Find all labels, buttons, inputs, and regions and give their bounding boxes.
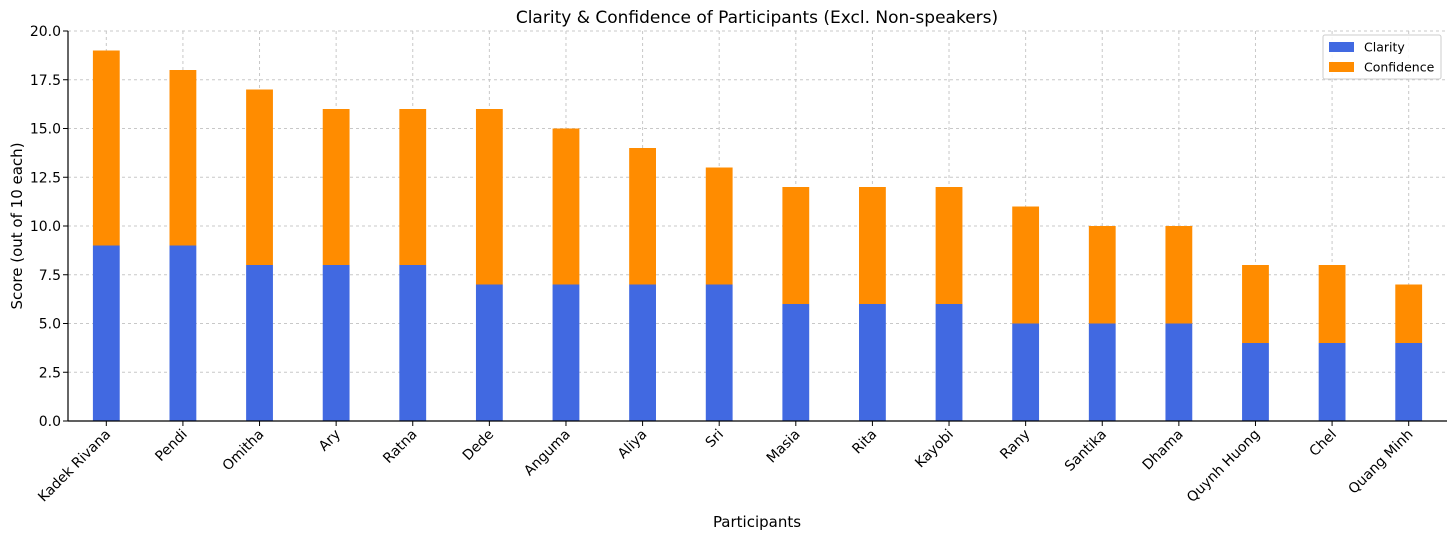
bar-confidence-16	[1242, 265, 1269, 343]
x-tick-label: Dhama	[1140, 427, 1187, 474]
bar-clarity-18	[1395, 343, 1423, 421]
bar-clarity-12	[935, 304, 963, 421]
y-tick-label: 15.0	[30, 122, 61, 138]
bar-confidence-10	[782, 187, 810, 304]
bar-clarity-9	[705, 284, 733, 421]
bar-confidence-6	[475, 109, 503, 285]
x-tick-label: Rany	[997, 427, 1033, 463]
x-tick-label: Santika	[1062, 427, 1110, 475]
bar-confidence-7	[552, 128, 580, 285]
x-tick-label: Masia	[764, 427, 804, 467]
x-tick-label: Omitha	[220, 427, 268, 475]
bar-confidence-1	[92, 50, 120, 246]
y-axis-title: Score (out of 10 each)	[8, 142, 26, 309]
bar-clarity-13	[1012, 323, 1040, 421]
bar-confidence-11	[859, 187, 886, 304]
bar-clarity-8	[629, 284, 656, 421]
bar-clarity-14	[1088, 323, 1116, 421]
x-tick-labels: Kadek Rivana Pendi Omitha Ary Ratna Dede Angum…	[35, 427, 1416, 506]
legend-swatch-confidence	[1329, 62, 1354, 72]
bar-confidence-2	[169, 70, 197, 246]
x-tick-label: Rita	[849, 427, 880, 458]
x-tick-label: Quang Minh	[1346, 427, 1417, 498]
x-tick-label: Pendi	[152, 427, 190, 465]
legend-label-clarity: Clarity	[1364, 40, 1405, 55]
bar-clarity-11	[859, 304, 886, 421]
bar-clarity-5	[399, 265, 427, 421]
bar-confidence-13	[1012, 206, 1040, 324]
x-tick-label: Kadek Rivana	[35, 427, 114, 506]
y-tick-label: 7.5	[39, 268, 61, 284]
bar-clarity-2	[169, 245, 197, 421]
chart-title: Clarity & Confidence of Participants (Ex…	[516, 8, 998, 28]
axes	[63, 30, 1447, 426]
y-tick-label: 17.5	[30, 73, 61, 89]
y-tick-label: 0.0	[39, 414, 61, 430]
bar-clarity-1	[92, 245, 120, 421]
bar-confidence-15	[1165, 226, 1193, 324]
bar-clarity-6	[475, 284, 503, 421]
x-tick-label: Sri	[703, 427, 727, 451]
bar-clarity-10	[782, 304, 810, 421]
x-tick-label: Ratna	[380, 427, 420, 467]
y-tick-label: 12.5	[30, 170, 61, 186]
bar-confidence-8	[629, 148, 656, 285]
bar-clarity-7	[552, 284, 580, 421]
y-tick-labels: 0.0 2.5 5.0 7.5 10.0 12.5 15.0 17.5 20.0	[30, 24, 61, 430]
x-tick-label: Anguma	[521, 427, 574, 480]
grid-lines	[68, 30, 1447, 422]
x-axis-title: Participants	[713, 513, 801, 531]
legend: Clarity Confidence	[1322, 34, 1442, 80]
x-tick-label: Aliya	[615, 427, 651, 463]
bar-clarity-15	[1165, 323, 1193, 421]
bar-confidence-5	[399, 109, 427, 265]
x-tick-label: Ary	[316, 427, 344, 455]
x-tick-label: Chel	[1307, 427, 1340, 460]
bar-clarity-3	[246, 265, 273, 421]
legend-label-confidence: Confidence	[1364, 60, 1435, 75]
bar-clarity-16	[1242, 343, 1269, 421]
y-tick-label: 20.0	[30, 24, 61, 40]
bar-clarity-4	[322, 265, 350, 421]
bar-confidence-18	[1395, 284, 1423, 343]
y-tick-label: 10.0	[30, 219, 61, 235]
bar-confidence-3	[246, 89, 273, 265]
x-tick-label: Quynh Huong	[1184, 427, 1263, 506]
bar-confidence-12	[935, 187, 963, 304]
legend-swatch-clarity	[1329, 42, 1354, 52]
x-tick-label: Kayobi	[912, 427, 957, 472]
x-tick-label: Dede	[460, 427, 497, 464]
bar-confidence-14	[1088, 226, 1116, 324]
bars	[92, 50, 1423, 421]
bar-confidence-9	[705, 167, 733, 285]
bar-confidence-4	[322, 109, 350, 265]
y-tick-label: 2.5	[39, 365, 61, 381]
bar-confidence-17	[1318, 265, 1346, 343]
bar-clarity-17	[1318, 343, 1346, 421]
y-tick-label: 5.0	[39, 317, 61, 333]
